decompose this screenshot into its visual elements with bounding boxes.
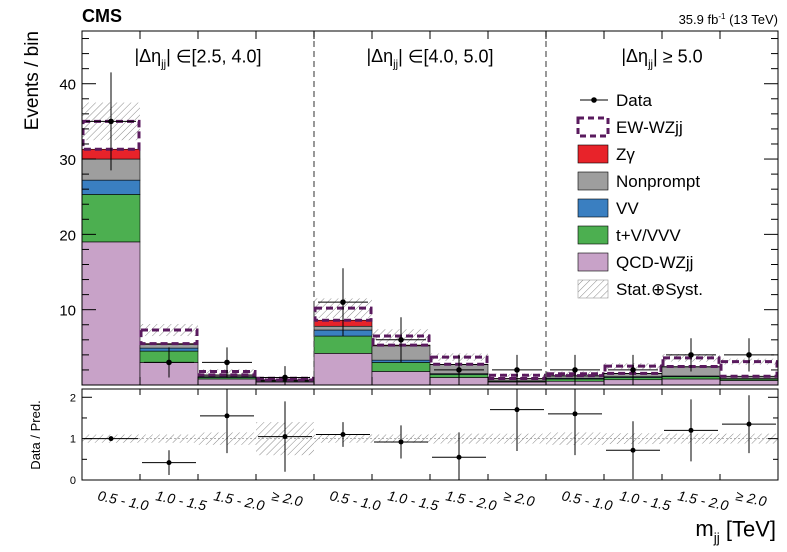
legend-item-qcd-wzjj: QCD-WZjj <box>577 252 693 272</box>
bar-qcd-wzjj <box>197 378 257 386</box>
ratio-tick-label: 2 <box>70 392 76 404</box>
y-axis-title: Events / bin <box>22 31 43 130</box>
legend-swatch <box>577 171 609 191</box>
legend-label: VV <box>616 199 639 218</box>
legend-label: Nonprompt <box>616 172 700 191</box>
legend-swatch <box>576 116 610 138</box>
ratio-point <box>166 460 172 466</box>
x-tick-label: 1.0 - 1.5 <box>618 487 672 513</box>
region-label: |Δηjj| ∈[2.5, 4.0] <box>134 46 261 70</box>
ratio-point <box>630 447 636 453</box>
legend-label: Zγ <box>616 145 635 164</box>
legend-label: EW-WZjj <box>616 118 683 137</box>
bar-qcd-wzjj <box>371 371 431 386</box>
ratio-tick-label: 1 <box>70 434 76 446</box>
y-tick-label: 10 <box>59 303 76 320</box>
ratio-point <box>514 407 520 413</box>
legend-label: Stat.⊕Syst. <box>616 280 703 299</box>
legend-item-t-v-vvv: t+V/VVV <box>577 225 681 245</box>
ratio-point <box>224 413 230 419</box>
x-tick-label: 1.0 - 1.5 <box>386 487 440 513</box>
legend-marker-point <box>591 97 597 103</box>
legend-item-data: Data <box>580 91 652 110</box>
x-tick-label: 0.5 - 1.0 <box>96 487 150 513</box>
lumi-label: 35.9 fb-1 (13 TeV) <box>679 12 778 27</box>
legend-swatch <box>577 252 609 272</box>
ratio-uncertainty-band <box>140 434 198 443</box>
ratio-point <box>282 434 288 440</box>
ratio-point <box>340 432 346 437</box>
x-axis-title: mjj [TeV] <box>695 516 776 546</box>
data-point <box>514 367 520 373</box>
data-point <box>572 367 578 373</box>
x-tick-label: 1.5 - 2.0 <box>676 487 730 513</box>
data-point <box>688 352 694 358</box>
legend-label: t+V/VVV <box>616 226 681 245</box>
legend-label: Data <box>616 91 652 110</box>
x-tick-label: ≥ 2.0 <box>270 487 304 509</box>
region-label: |Δηjj| ≥ 5.0 <box>621 46 702 70</box>
x-tick-label: 1.5 - 2.0 <box>212 487 266 513</box>
bar-t-v-vvv <box>313 335 373 354</box>
x-tick-label: 1.5 - 2.0 <box>444 487 498 513</box>
legend-item-nonprompt: Nonprompt <box>577 171 700 191</box>
experiment-label: CMS <box>82 6 122 26</box>
y-tick-label: 30 <box>59 152 76 169</box>
x-tick-label: 0.5 - 1.0 <box>560 487 614 513</box>
legend-item-ew-wzjj: EW-WZjj <box>576 116 683 138</box>
region-label: |Δηjj| ∈[4.0, 5.0] <box>366 46 493 70</box>
legend-swatch <box>577 198 609 218</box>
data-point <box>398 337 404 343</box>
ratio-point <box>746 421 752 427</box>
ratio-point <box>108 436 114 442</box>
data-point <box>340 299 346 305</box>
bar-vv <box>81 179 141 195</box>
x-tick-label: 1.0 - 1.5 <box>154 487 208 513</box>
data-point <box>746 352 752 358</box>
data-point <box>108 118 114 125</box>
y-tick-label: 40 <box>59 77 76 94</box>
bar-qcd-wzjj <box>81 241 141 386</box>
data-point <box>456 367 462 373</box>
x-tick-label: ≥ 2.0 <box>734 487 768 509</box>
y-tick-label: 20 <box>59 227 76 244</box>
bar-qcd-wzjj <box>719 380 779 386</box>
legend-item-stat-syst-: Stat.⊕Syst. <box>577 279 703 299</box>
data-point <box>224 359 230 366</box>
ratio-tick-label: 0 <box>70 475 76 487</box>
legend-swatch <box>577 225 609 245</box>
ratio-axis-title: Data / Pred. <box>28 400 43 469</box>
ratio-point <box>456 454 462 460</box>
legend-swatch <box>577 144 609 164</box>
legend-item-vv: VV <box>577 198 639 218</box>
bar-t-v-vvv <box>661 376 721 380</box>
data-point <box>282 374 288 381</box>
legend-label: QCD-WZjj <box>616 253 693 272</box>
bar-qcd-wzjj <box>661 378 721 386</box>
legend-swatch <box>577 279 609 299</box>
x-tick-label: 0.5 - 1.0 <box>328 487 382 513</box>
x-tick-label: ≥ 2.0 <box>502 487 536 509</box>
data-point <box>166 359 172 366</box>
legend-item-z-: Zγ <box>577 144 635 164</box>
bar-t-v-vvv <box>371 362 431 372</box>
ew-wzjj-outline <box>139 328 199 346</box>
ratio-point <box>398 439 404 445</box>
data-point <box>630 367 636 373</box>
ratio-point <box>572 411 578 417</box>
ratio-point <box>688 427 694 433</box>
bar-qcd-wzjj <box>313 353 373 386</box>
